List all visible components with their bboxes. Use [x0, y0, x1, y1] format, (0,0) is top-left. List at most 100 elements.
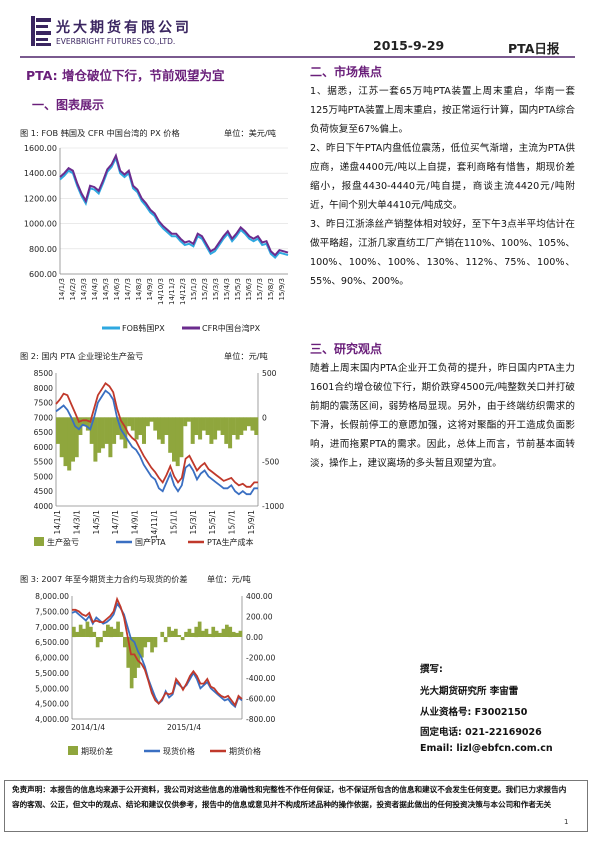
y-tick-label: 1600.00 [24, 144, 57, 153]
spread-bar [134, 417, 139, 440]
legend-label: PTA生产成本 [207, 537, 254, 547]
spread-bar [59, 417, 64, 458]
spread-bar [191, 632, 195, 637]
spread-bar [100, 417, 105, 449]
x-tick-label: 14/9/3 [146, 278, 154, 301]
spread-bar [56, 417, 60, 444]
spread-bar [168, 417, 173, 453]
series-line [55, 389, 258, 496]
spread-bar [194, 626, 199, 638]
spread-bar [63, 417, 68, 467]
report-date: 2015-9-29 [373, 38, 445, 53]
spread-bar [220, 417, 225, 435]
series-line [59, 152, 289, 257]
spread-bar [228, 626, 233, 638]
spread-bar [82, 628, 86, 637]
author-license: 从业资格号: F3002150 [420, 707, 528, 718]
spread-bar [123, 637, 127, 648]
spread-bar [201, 417, 206, 431]
spread-bar [228, 417, 233, 449]
x-tick-label: 14/7/3 [124, 278, 132, 301]
author-email[interactable]: Email: lizl@ebfcn.com.cn [420, 743, 553, 754]
right-tick-label: 400.00 [246, 592, 273, 601]
spread-bar [160, 631, 165, 637]
right-tick-label: 0 [262, 413, 267, 422]
left-tick-label: 4000 [34, 502, 53, 511]
spread-bar [92, 631, 97, 637]
spread-bar [106, 624, 110, 637]
spread-bar [186, 417, 191, 422]
spread-bar [112, 628, 117, 637]
spread-bar [67, 417, 72, 471]
left-tick-label: 7,500.00 [35, 607, 69, 616]
spread-bar [115, 417, 120, 435]
spread-bar [85, 621, 90, 637]
spread-bar [238, 630, 243, 637]
spread-bar [218, 632, 222, 637]
spread-bar [97, 417, 102, 453]
company-name-cn: 光大期货有限公司 [56, 20, 192, 36]
spread-bar [231, 631, 236, 637]
left-tick-label: 8000 [34, 384, 53, 393]
report-type: PTA日报 [508, 41, 560, 56]
spread-bar [170, 630, 175, 637]
spread-bar [250, 417, 255, 431]
px-price-chart: 1600.00 1400.00 1200.00 1000.00 800.00 600.00… [24, 144, 289, 333]
x-tick-label: 15/5/1 [208, 510, 217, 535]
spread-bar [153, 637, 158, 648]
spread-bar [208, 633, 212, 637]
spread-bar [239, 417, 244, 435]
figure1-caption: 图 1: FOB 韩国及 CFR 中国台湾的 PX 价格 [20, 128, 180, 138]
left-tick-label: 4500 [34, 487, 53, 496]
legend-label: 现货价格 [163, 746, 195, 756]
left-tick-label: 6,000.00 [35, 654, 69, 663]
spread-bar [74, 417, 79, 458]
left-tick-label: 4,000.00 [35, 715, 69, 724]
left-tick-label: 8500 [34, 369, 53, 378]
company-name-en: EVERBRIGHT FUTURES CO.,LTD. [56, 37, 176, 46]
spread-bar [112, 417, 117, 444]
x-tick-label: 14/1/1 [53, 510, 62, 535]
x-tick-label: 14/6/3 [113, 278, 121, 301]
spread-bar [119, 417, 124, 440]
spread-bar [225, 624, 229, 637]
left-tick-label: 6,500.00 [35, 638, 69, 647]
spread-bar [89, 417, 94, 444]
spread-bar [172, 417, 176, 462]
spread-bar [109, 626, 114, 638]
market-focus-item: 3、昨日江浙涤丝产销整体相对较好，至下午3点半平均估计在做平略超，江浙几家直纺工… [310, 219, 575, 287]
spread-bar [72, 626, 76, 638]
x-tick-label: 14/11/1 [150, 510, 159, 539]
market-focus-item: 2、昨日下午PTA内盘低位震荡，低位买气渐增，主流为PTA供应商，递盘4400元… [310, 143, 575, 211]
x-tick-label: 15/3/3 [212, 278, 220, 301]
spread-bar [231, 417, 236, 435]
spread-bar [221, 628, 226, 637]
x-tick-label: 2015/1/4 [167, 723, 201, 732]
report-title: PTA: 增仓破位下行，节前观望为宜 [26, 68, 225, 83]
left-tick-label: 5,500.00 [35, 669, 69, 678]
x-tick-label: 14/7/1 [111, 510, 120, 535]
spread-bar [116, 621, 120, 637]
spread-bar [211, 626, 216, 638]
right-tick-label: -1000 [262, 502, 284, 511]
x-tick-label: 14/5/1 [92, 510, 101, 535]
spread-bar [194, 417, 199, 435]
legend-label: 国产PTA [135, 537, 166, 547]
spread-bar [149, 417, 154, 422]
x-tick-label: 15/7/1 [228, 510, 237, 535]
spread-bar [216, 417, 221, 431]
series-line [72, 596, 243, 708]
spread-bar [187, 628, 192, 637]
x-tick-label: 15/7/3 [256, 278, 264, 301]
x-tick-label: 15/1/1 [169, 510, 178, 535]
spread-bar [201, 630, 205, 637]
figure2-caption: 图 2: 国内 PTA 企业理论生产盈亏 [20, 351, 144, 361]
spread-bar [183, 417, 188, 427]
disclaimer-text: 免责声明：本报告的信息均来源于公开资料，我公司对这些信息的准确性和完整性不作任何… [12, 785, 567, 809]
x-tick-label: 14/3/1 [72, 510, 81, 535]
spread-bar [214, 630, 219, 637]
legend-label: CFR中国台湾PX [202, 323, 261, 333]
spread-bar [209, 417, 214, 444]
spread-bar [127, 417, 132, 427]
x-tick-label: 14/2/3 [69, 278, 77, 301]
